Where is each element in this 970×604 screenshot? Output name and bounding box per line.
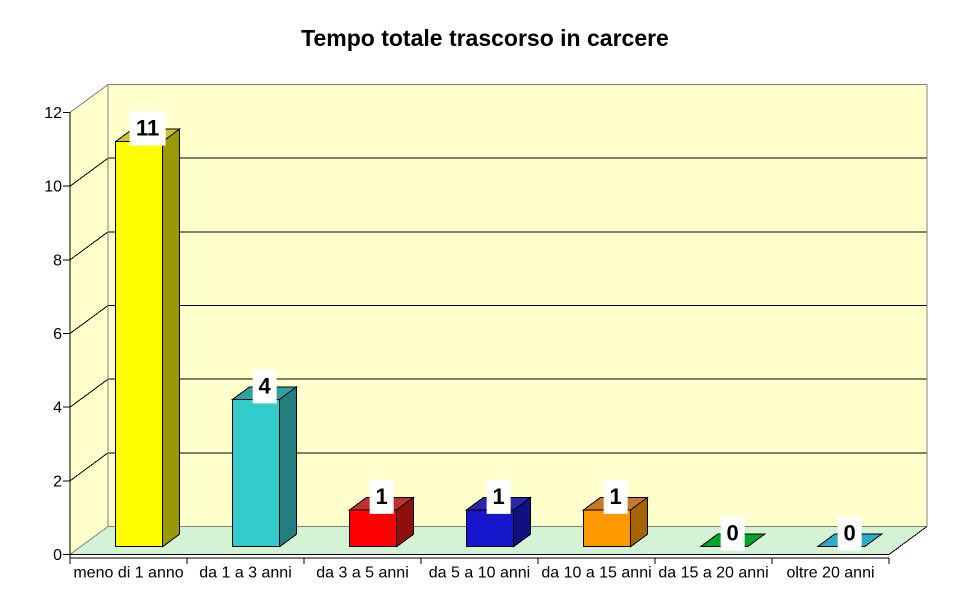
gridline-side-10 <box>69 157 109 187</box>
bar-front-face <box>232 398 281 548</box>
chart-title: Tempo totale trascorso in carcere <box>301 25 669 51</box>
gridline-side-6 <box>69 305 109 334</box>
data-label-value: 1 <box>610 484 622 509</box>
bar-side-face <box>279 385 298 548</box>
data-label-da-10-a-15-anni: 1 <box>603 479 628 514</box>
y-tick-label-8: 8 <box>53 252 62 269</box>
bar-side-face <box>162 127 181 548</box>
data-label-da-15-a-20-anni: 0 <box>720 516 745 551</box>
data-label-da-5-a-10-anni: 1 <box>486 479 511 514</box>
data-label-box <box>369 479 394 514</box>
y-tick-label-4: 4 <box>53 400 62 417</box>
gridline-side-4 <box>69 378 109 408</box>
gridline-side-2 <box>69 452 109 482</box>
bar-front-face <box>349 509 398 548</box>
data-label-value: 11 <box>136 116 159 141</box>
y-tick-label-6: 6 <box>53 326 62 343</box>
category-label-da-10-a-15-anni: da 10 a 15 anni <box>541 565 651 582</box>
category-label-oltre-20-anni: oltre 20 anni <box>786 565 874 582</box>
category-label-da-5-a-10-anni: da 5 a 10 anni <box>429 565 530 582</box>
y-tick-label-0: 0 <box>53 547 62 564</box>
y-tick-label-12: 12 <box>44 105 62 122</box>
category-label-meno-di-1-anno: meno di 1 anno <box>73 565 183 582</box>
bar-da-1-a-3-anni <box>231 385 299 548</box>
y-tick-label-10: 10 <box>44 179 62 196</box>
data-label-value: 1 <box>376 484 388 509</box>
category-label-da-15-a-20-anni: da 15 a 20 anni <box>658 565 768 582</box>
bar-front-face <box>115 141 164 548</box>
bar-front-face <box>466 509 515 548</box>
data-label-value: 1 <box>493 484 505 509</box>
data-label-value: 4 <box>259 373 272 398</box>
data-label-box <box>252 369 277 404</box>
floor-right-edge <box>888 526 928 555</box>
gridline-side-8 <box>69 231 109 261</box>
data-label-oltre-20-anni: 0 <box>837 516 862 551</box>
y-tick-label-2: 2 <box>53 473 62 490</box>
data-label-meno-di-1-anno: 11 <box>129 111 166 146</box>
wall-top-left-edge <box>69 84 109 113</box>
data-label-da-1-a-3-anni: 4 <box>252 369 277 404</box>
data-label-box <box>720 516 745 551</box>
bar-meno-di-1-anno <box>114 127 182 548</box>
category-label-da-1-a-3-anni: da 1 a 3 anni <box>199 565 292 582</box>
category-label-da-3-a-5-anni: da 3 a 5 anni <box>316 565 409 582</box>
data-label-value: 0 <box>844 521 856 546</box>
data-label-box <box>603 479 628 514</box>
data-label-box <box>129 111 166 146</box>
data-label-value: 0 <box>727 521 739 546</box>
data-label-box <box>486 479 511 514</box>
bar-front-face <box>583 509 632 548</box>
floor-left-edge <box>69 526 109 555</box>
data-label-da-3-a-5-anni: 1 <box>369 479 394 514</box>
data-label-box <box>837 516 862 551</box>
